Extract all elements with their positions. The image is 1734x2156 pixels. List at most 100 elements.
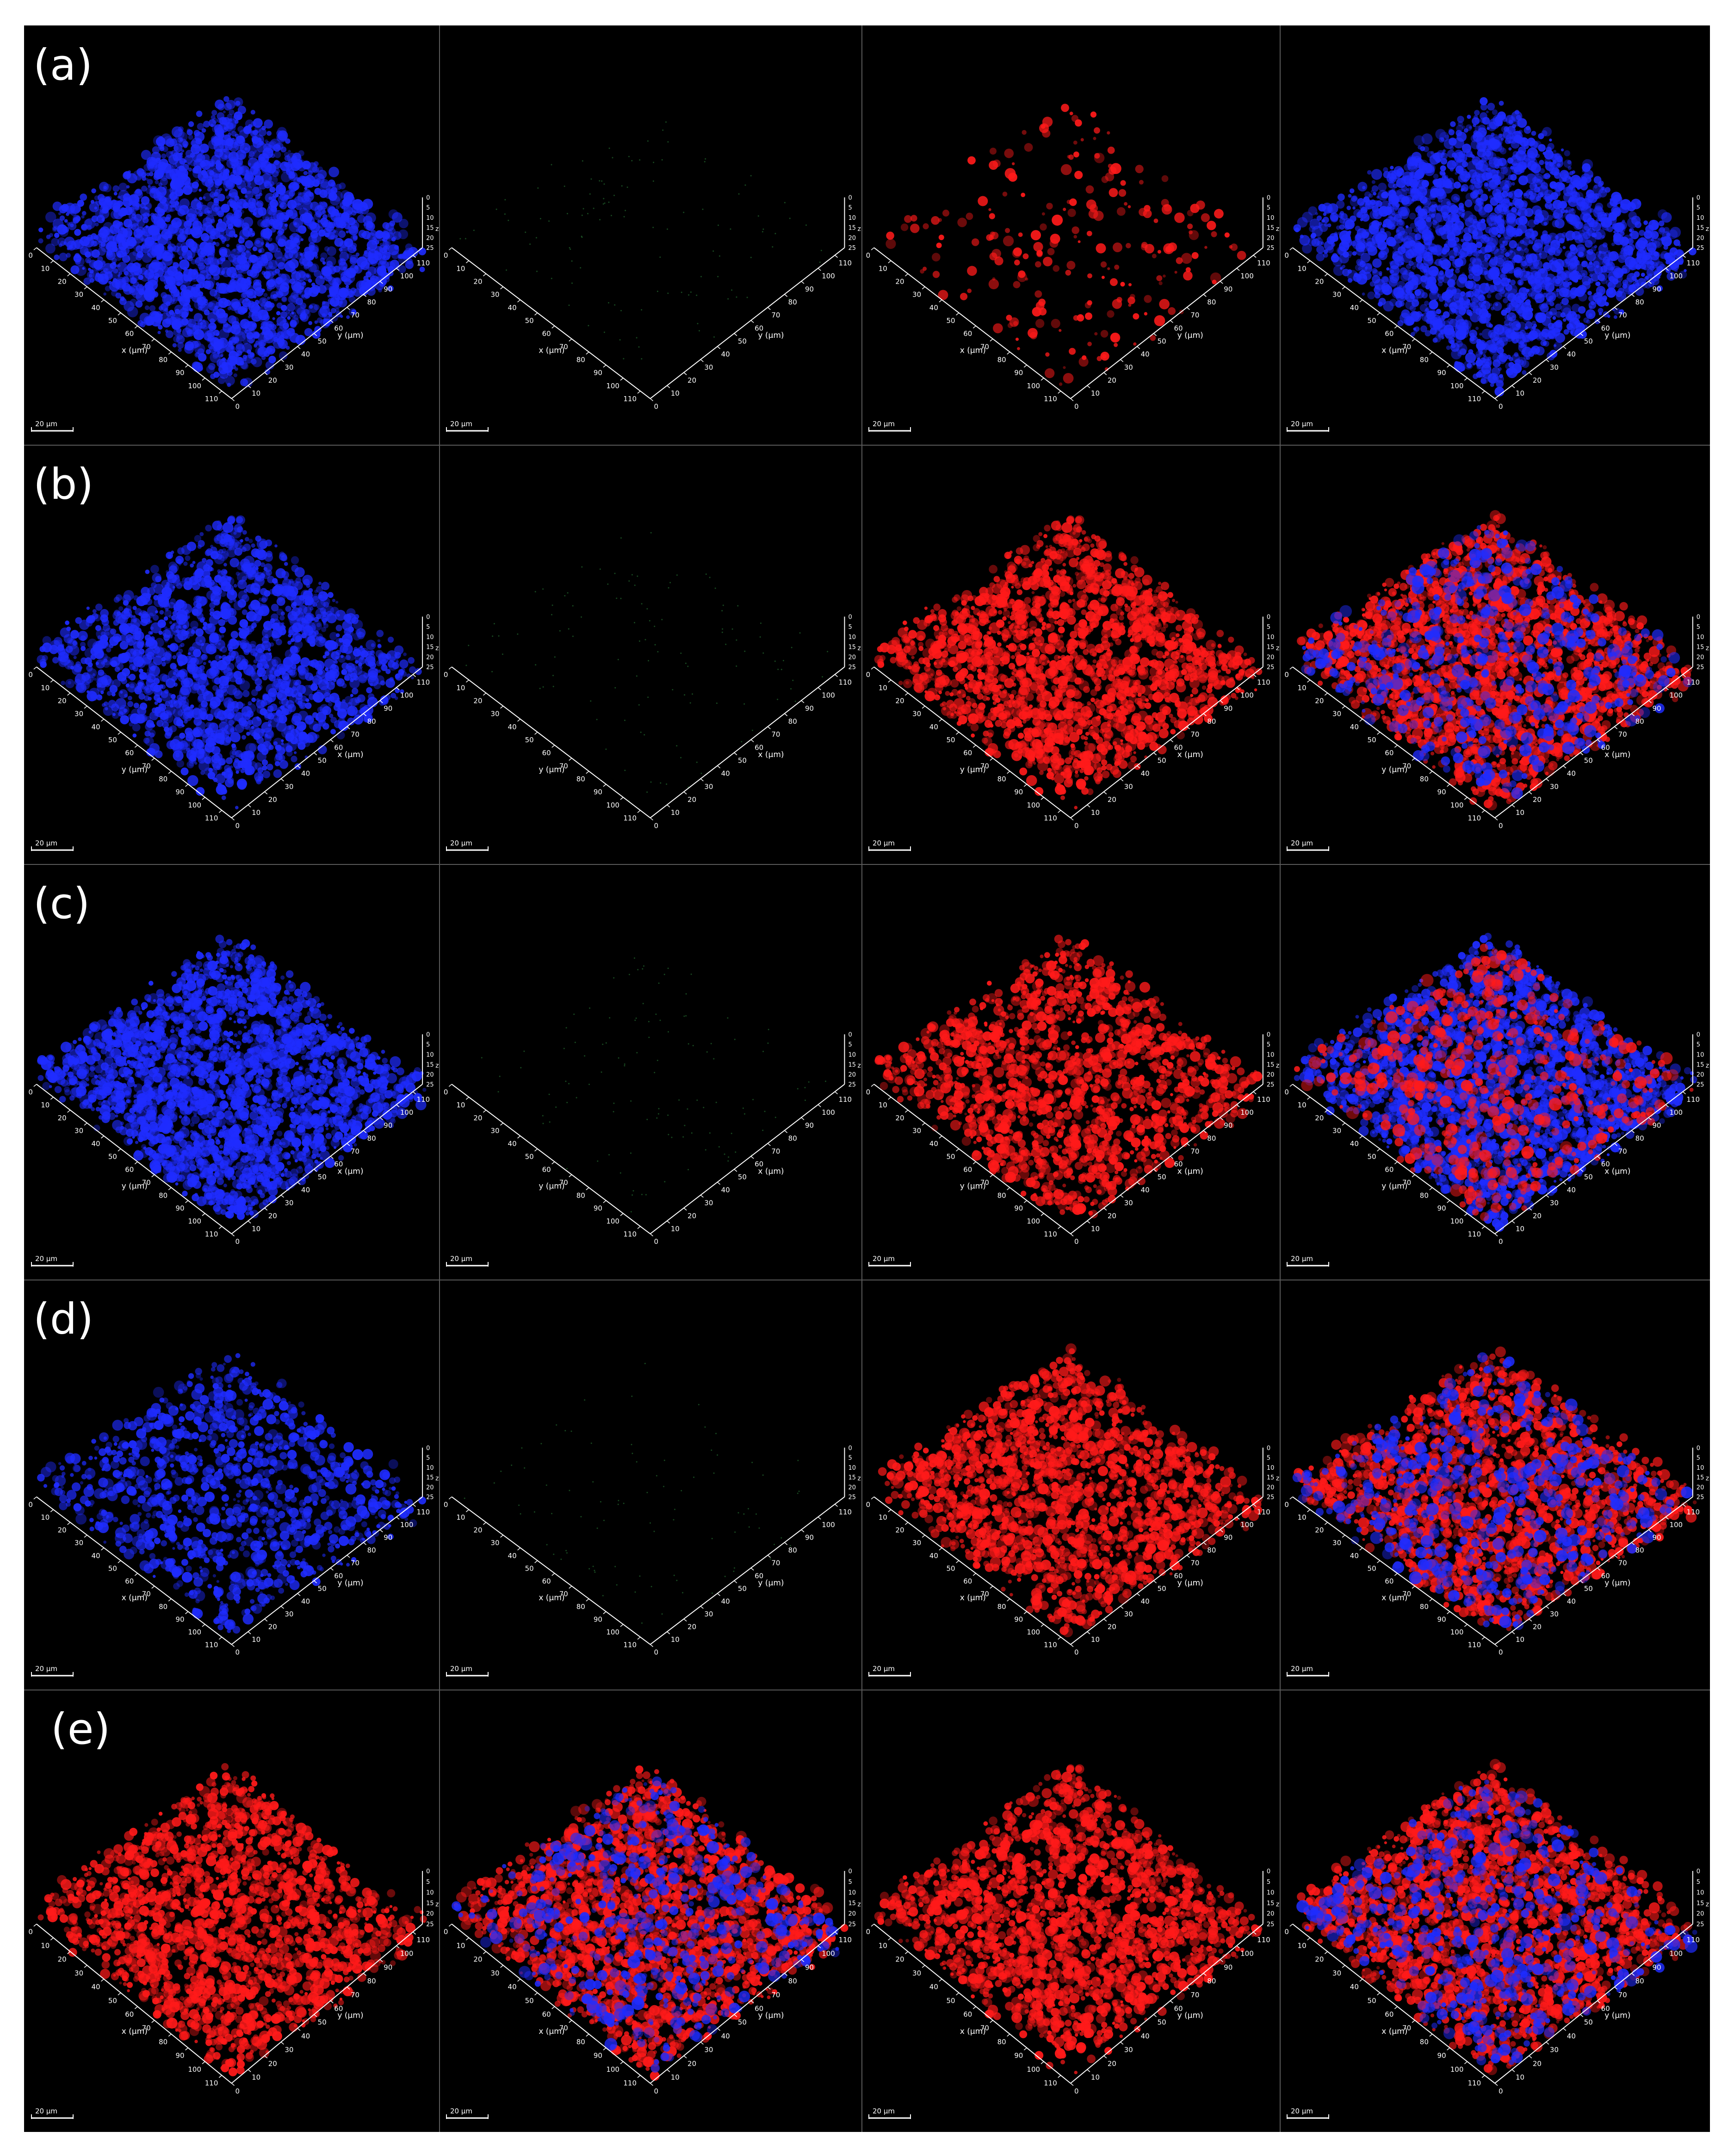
z-tick-label: 25: [426, 1921, 434, 1928]
tick-label: 100: [400, 691, 414, 700]
z-tick-label: 5: [426, 624, 430, 631]
axis-frame: [451, 1034, 845, 1235]
tick-mark: [750, 1567, 754, 1571]
tick-mark: [801, 1117, 805, 1120]
tick-label: 50: [738, 1584, 747, 1593]
tick-label: 110: [1468, 2079, 1481, 2088]
specimen-signal: [1294, 932, 1697, 1232]
tick-mark: [185, 1611, 189, 1615]
tick-label: 80: [1207, 1977, 1216, 1985]
tick-mark: [101, 299, 105, 303]
z-axis-label: z: [435, 645, 439, 652]
tick-label: 0: [1284, 251, 1289, 260]
tick-label: 50: [1368, 1564, 1376, 1572]
tick-mark: [1040, 378, 1044, 381]
tick-mark: [905, 273, 908, 277]
tick-labels: 0102030405060708090100110010203040506070…: [444, 1031, 861, 1246]
tick-mark: [1597, 1156, 1601, 1159]
y-axis-label: y (μm): [337, 2011, 363, 2020]
tick-label: 80: [159, 356, 167, 364]
tick-mark: [534, 732, 538, 735]
y-axis-label: y (μm): [1381, 1182, 1407, 1191]
tick-label: 60: [1385, 1577, 1393, 1585]
tick-label: 110: [1686, 1936, 1700, 1944]
tick-label: 80: [367, 1546, 376, 1554]
tick-mark: [1511, 804, 1515, 808]
tick-label: 0: [654, 402, 659, 410]
tick-label: 30: [912, 291, 921, 299]
tick-mark: [784, 1130, 788, 1133]
tick-mark: [218, 1637, 222, 1640]
tick-label: 100: [1240, 1521, 1254, 1529]
tick-mark: [1682, 1091, 1686, 1094]
tick-label: 100: [822, 1108, 835, 1117]
tick-label: 90: [176, 1204, 185, 1212]
tick-label: 60: [1601, 1160, 1610, 1168]
tick-mark: [817, 1104, 821, 1107]
tick-label: 60: [1174, 324, 1183, 332]
tick-mark: [939, 719, 942, 722]
tick-mark: [1307, 1097, 1311, 1100]
tick-label: 30: [1124, 363, 1133, 372]
tick-label: 80: [788, 1134, 797, 1143]
tick-label: 40: [721, 2032, 730, 2040]
tick-labels: 0102030405060708090100110010203040506070…: [866, 614, 1280, 830]
x-axis-label: x (μm): [758, 1167, 784, 1176]
z-tick-label: 10: [426, 634, 434, 641]
tick-mark: [1494, 1644, 1498, 1647]
tick-label: 20: [473, 1114, 482, 1122]
tick-mark: [1342, 1535, 1345, 1538]
tick-mark: [1665, 687, 1669, 690]
x-axis-label: x (μm): [1381, 346, 1407, 355]
tick-mark: [1058, 391, 1061, 394]
tick-label: 50: [738, 1173, 747, 1181]
tick-mark: [1546, 778, 1549, 782]
tick-label: 80: [997, 2038, 1006, 2046]
tick-mark: [1394, 325, 1398, 329]
tick-label: 70: [1190, 730, 1199, 739]
tick-mark: [363, 713, 367, 716]
tick-label: 0: [28, 1501, 33, 1509]
tick-label: 10: [671, 389, 680, 398]
tick-mark: [168, 2033, 172, 2037]
tick-label: 50: [318, 1584, 327, 1593]
panel-svg: 0102030405060708090100110010203040506070…: [866, 515, 1280, 851]
tick-label: 20: [1108, 1212, 1116, 1220]
y-axis-label: y (μm): [758, 2011, 784, 2020]
tick-mark: [396, 1945, 400, 1949]
tick-label: 0: [866, 671, 871, 679]
tick-mark: [990, 1174, 993, 1177]
tick-mark: [1580, 1169, 1584, 1172]
tick-label: 20: [268, 1212, 277, 1220]
tick-mark: [569, 1174, 572, 1177]
tick-label: 80: [788, 1546, 797, 1554]
z-tick-label: 0: [1267, 1445, 1270, 1452]
tick-label: 110: [623, 1641, 637, 1649]
tick-label: 110: [1044, 2079, 1057, 2088]
tick-label: 70: [559, 762, 568, 770]
tick-label: 70: [771, 1991, 780, 1999]
tick-label: 20: [473, 697, 482, 705]
tick-mark: [1580, 2014, 1584, 2017]
tick-label: 60: [1601, 324, 1610, 332]
tick-label: 20: [1108, 1622, 1116, 1631]
tick-mark: [1529, 372, 1532, 375]
tick-mark: [151, 1585, 155, 1589]
tick-mark: [264, 1618, 268, 1622]
tick-mark: [1447, 1200, 1450, 1203]
scale-bar-label: 20 μm: [35, 2107, 57, 2115]
tick-mark: [700, 1194, 704, 1198]
tick-mark: [551, 1161, 555, 1165]
tick-mark: [569, 758, 572, 761]
tick-mark: [922, 1535, 925, 1538]
tick-mark: [551, 325, 555, 329]
tick-label: 20: [895, 278, 904, 286]
tick-mark: [1186, 1143, 1190, 1146]
tick-label: 40: [301, 1186, 310, 1194]
tick-label: 30: [74, 1127, 83, 1135]
tick-mark: [264, 791, 268, 795]
tick-label: 110: [1686, 259, 1700, 267]
tick-label: 90: [594, 369, 602, 377]
tick-label: 70: [559, 2024, 568, 2032]
image-panel: 0 10 20 30 40 50 60 70 80 90 100 110 0 10 20 30 40 50 60 70…: [24, 25, 439, 445]
